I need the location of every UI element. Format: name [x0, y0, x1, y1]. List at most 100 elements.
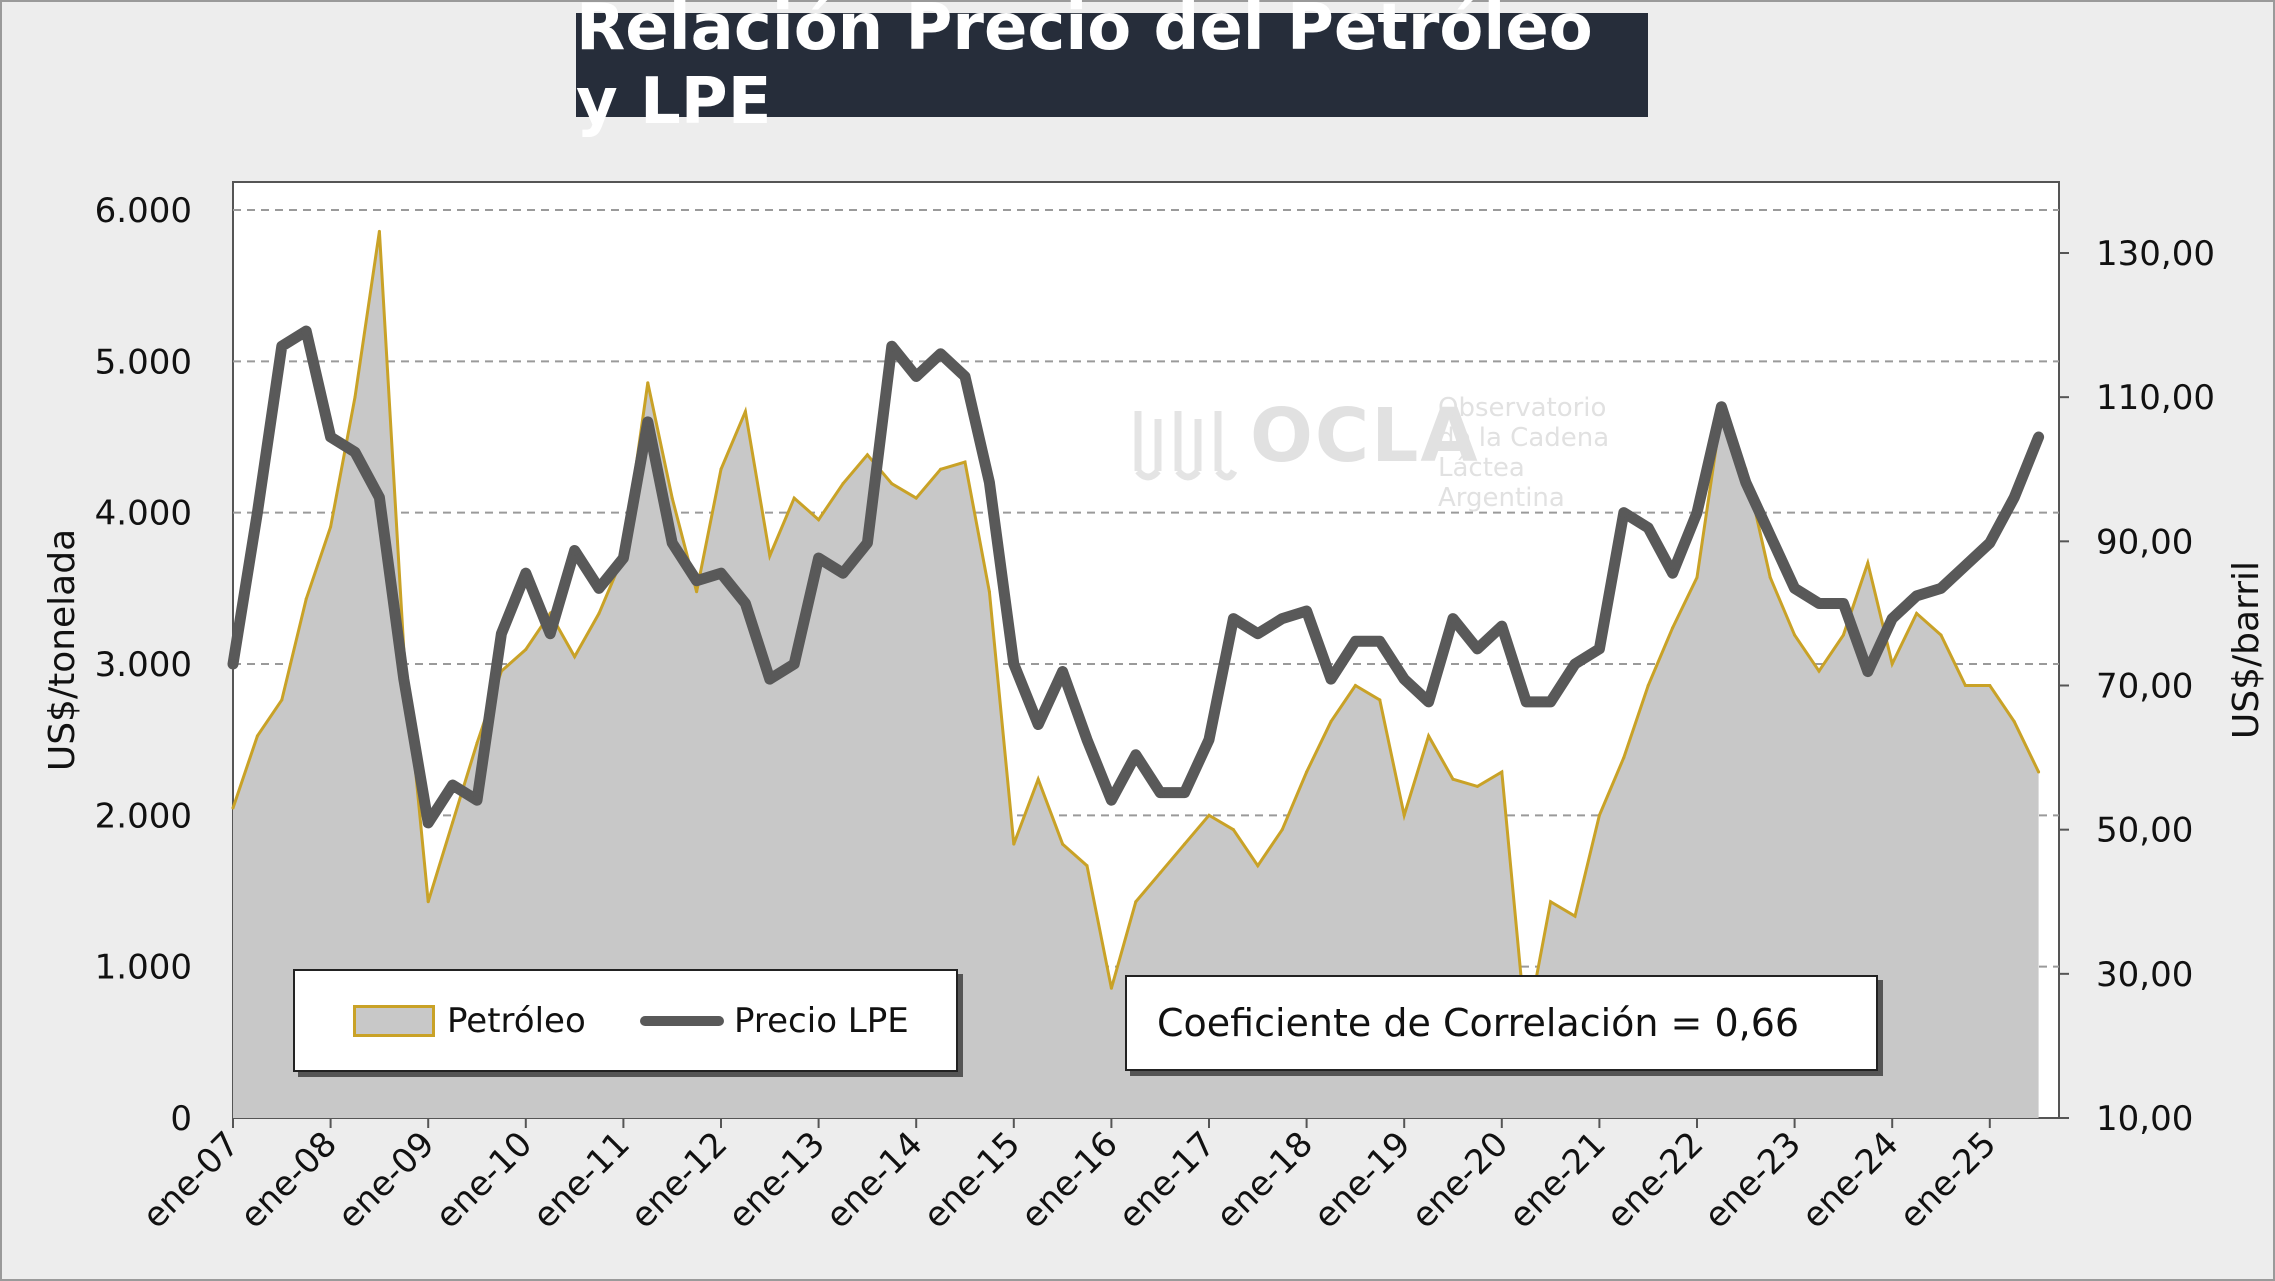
lpe-point	[862, 537, 873, 548]
oil-point	[1841, 633, 1845, 637]
oil-point	[426, 900, 430, 904]
lpe-point	[1545, 696, 1556, 707]
lpe-point	[1862, 666, 1873, 677]
lpe-point	[423, 817, 434, 828]
x-tick-label: ene-19	[1306, 1124, 1418, 1236]
oil-point	[231, 806, 235, 810]
x-tick-label: ene-11	[525, 1124, 637, 1236]
y-right-tick-label: 50,00	[2096, 811, 2193, 851]
x-ticks: ene-07ene-08ene-09ene-10ene-11ene-12ene-…	[135, 1118, 2004, 1236]
oil-point	[2012, 720, 2016, 724]
oil-point	[1134, 900, 1138, 904]
oil-point	[1646, 684, 1650, 687]
lpe-point	[1814, 598, 1824, 609]
x-tick-label: ene-14	[818, 1124, 930, 1236]
oil-point	[377, 229, 381, 233]
lpe-point	[374, 492, 385, 503]
oil-point	[1378, 698, 1382, 702]
oil-point	[1939, 633, 1943, 637]
oil-point	[1305, 770, 1309, 774]
oil-point	[1451, 777, 1455, 781]
oil-point	[1597, 813, 1601, 817]
lpe-point	[716, 568, 726, 579]
oil-point	[304, 597, 308, 601]
lpe-point	[1887, 613, 1898, 624]
lpe-point	[350, 447, 360, 458]
lpe-point	[1301, 606, 1312, 617]
lpe-point	[447, 780, 458, 791]
lpe-point	[594, 583, 604, 594]
lpe-point	[1130, 749, 1141, 760]
lpe-point	[1740, 477, 1751, 488]
ocla-watermark: OCLA Observatorio de la Cadena Láctea Ar…	[1130, 385, 1690, 513]
lpe-point	[1057, 666, 1068, 677]
oil-point	[987, 590, 991, 594]
oil-point	[2037, 770, 2041, 774]
oil-point	[1207, 813, 1211, 817]
ocla-subtitle-line2: de la Cadena Láctea	[1438, 423, 1610, 483]
lpe-point	[1082, 734, 1092, 745]
x-tick-label: ene-12	[623, 1124, 735, 1236]
lpe-point	[1960, 560, 1971, 571]
y-right-tick-label: 30,00	[2096, 955, 2193, 995]
oil-point	[1280, 828, 1284, 832]
y-left-tick-label: 5.000	[95, 342, 192, 382]
legend: Petróleo Precio LPE	[293, 969, 958, 1072]
lpe-point	[1326, 674, 1336, 685]
oil-point	[1427, 734, 1431, 738]
oil-point	[280, 698, 284, 702]
lpe-point	[1423, 696, 1434, 707]
y-right-ticks: 10,00 30,00 50,00 70,00 90,00 110,00 130,00	[2059, 234, 2215, 1139]
oil-point	[1085, 864, 1089, 868]
oil-point	[329, 525, 333, 529]
y-left-axis-title: US$/tonelada	[42, 529, 83, 771]
oil-point	[670, 496, 674, 500]
x-tick-label: ene-10	[428, 1124, 540, 1236]
lpe-point	[2033, 432, 2044, 442]
ocla-logo-text: OCLA	[1250, 393, 1480, 479]
oil-point	[1549, 900, 1553, 904]
legend-swatch-lpe	[640, 1015, 724, 1026]
lpe-point	[1594, 643, 1605, 654]
oil-point	[1988, 684, 1992, 687]
y-right-tick-label: 90,00	[2096, 522, 2193, 562]
oil-point	[255, 734, 259, 738]
lpe-point	[1106, 795, 1117, 806]
lpe-point	[618, 553, 629, 564]
oil-point	[1231, 828, 1235, 832]
x-tick-label: ene-21	[1501, 1124, 1613, 1236]
oil-point	[646, 381, 650, 385]
lpe-point	[569, 545, 580, 556]
oil-point	[1036, 777, 1040, 781]
oil-point	[524, 647, 528, 651]
lpe-point	[813, 553, 824, 564]
lpe-point	[667, 537, 678, 548]
oil-point	[865, 453, 869, 457]
x-tick-label: ene-18	[1209, 1124, 1321, 1236]
y-left-tick-label: 0	[170, 1099, 192, 1139]
oil-point	[1890, 662, 1894, 666]
x-tick-label: ene-15	[916, 1124, 1028, 1236]
legend-item-oil: Petróleo	[353, 971, 586, 1070]
oil-point	[1695, 575, 1699, 579]
lpe-point	[1472, 643, 1483, 654]
lpe-point	[252, 507, 263, 518]
chart-title: Relación Precio del Petróleo y LPE	[576, 0, 1593, 139]
oil-point	[1963, 684, 1967, 687]
lpe-point	[1277, 613, 1288, 624]
oil-point	[719, 467, 723, 471]
oil-point	[1402, 813, 1406, 817]
lpe-point	[789, 659, 800, 669]
correlation-box: Coeficiente de Correlación = 0,66	[1125, 975, 1878, 1071]
oil-point	[1793, 633, 1797, 637]
y-right-tick-label: 130,00	[2096, 234, 2215, 274]
lpe-point	[496, 628, 507, 639]
lpe-point	[1228, 613, 1239, 624]
lpe-point	[691, 575, 702, 586]
oil-point	[841, 482, 845, 486]
legend-label-oil: Petróleo	[447, 1000, 586, 1041]
x-tick-label: ene-17	[1111, 1124, 1223, 1236]
x-tick-label: ene-24	[1794, 1124, 1906, 1236]
x-tick-label: ene-23	[1697, 1124, 1809, 1236]
